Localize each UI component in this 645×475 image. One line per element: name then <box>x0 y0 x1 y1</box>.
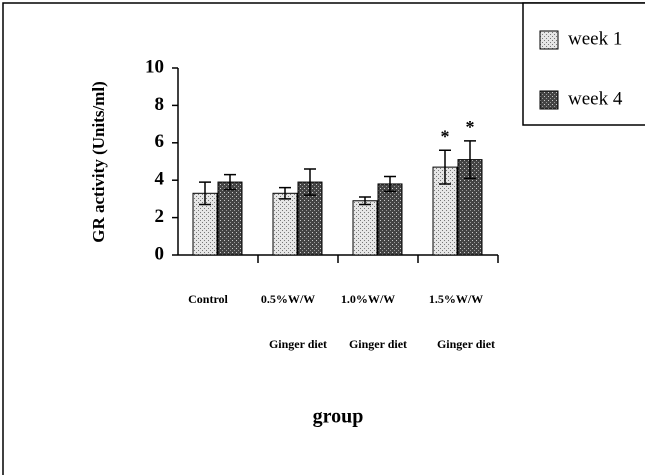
y-tick-label: 8 <box>155 94 165 115</box>
legend-label: week 4 <box>568 88 623 109</box>
x-tick-label: Control <box>188 292 228 306</box>
significance-mark: * <box>441 126 450 146</box>
legend-swatch <box>540 31 558 49</box>
chart: GR activity (Units/ml) group 0 2 4 6 8 10 Cont… <box>0 0 645 475</box>
x-tick-label: Ginger diet <box>269 337 327 351</box>
x-tick-label: 1.0%W/W <box>341 292 395 306</box>
y-tick-label: 0 <box>155 243 165 264</box>
x-tick-label: 0.5%W/W <box>261 292 315 306</box>
y-axis-label: GR activity (Units/ml) <box>89 81 108 242</box>
bar <box>218 182 242 255</box>
x-tick-label: 1.5%W/W <box>429 292 483 306</box>
y-tick-label: 10 <box>145 56 164 77</box>
y-tick-label: 6 <box>155 131 165 152</box>
y-tick-label: 2 <box>155 206 165 227</box>
x-axis-label: group <box>313 406 364 428</box>
x-tick-label: Ginger diet <box>437 337 495 351</box>
significance-mark: * <box>466 117 475 137</box>
bar <box>353 201 377 255</box>
legend-swatch <box>540 91 558 109</box>
legend-label: week 1 <box>568 28 622 49</box>
x-tick-label: Ginger diet <box>349 337 407 351</box>
bar <box>378 184 402 255</box>
y-tick-label: 4 <box>155 169 165 190</box>
bar <box>273 193 297 255</box>
